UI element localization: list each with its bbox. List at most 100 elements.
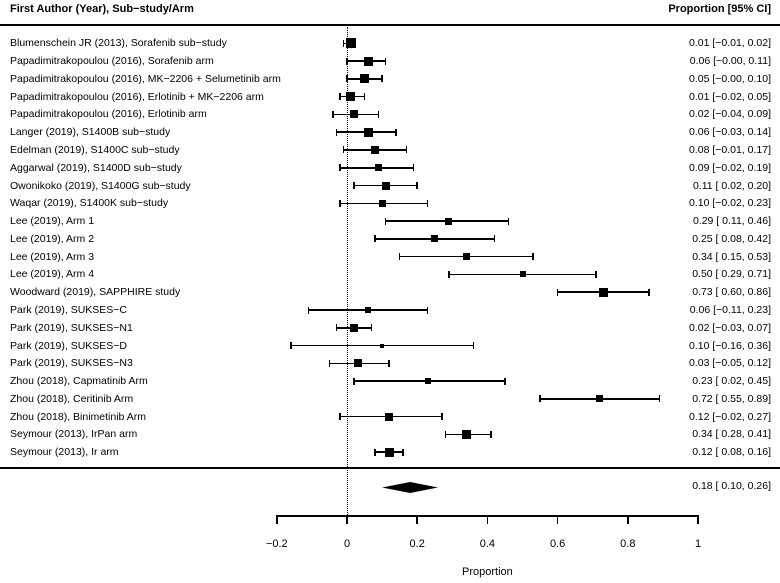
study-row: Seymour (2013), IrPan arm 0.34 [ 0.28, 0.… — [0, 425, 780, 443]
ci-cap — [388, 359, 390, 367]
study-estimate: 0.02 [−0.04, 0.09] — [688, 108, 771, 121]
study-label: Woodward (2019), SAPPHIRE study — [10, 286, 181, 299]
point-estimate-marker — [596, 395, 604, 403]
study-estimate: 0.09 [−0.02, 0.19] — [688, 161, 771, 174]
study-estimate: 0.06 [−0.00, 0.11] — [689, 55, 771, 68]
study-estimate: 0.05 [−0.00, 0.10] — [688, 72, 771, 85]
x-axis-tick-label: −0.2 — [265, 538, 288, 550]
point-estimate-marker — [363, 127, 373, 137]
study-label: Papadimitrakopoulou (2016), Erlotinib + … — [10, 90, 264, 103]
point-estimate-marker — [353, 359, 362, 368]
study-label: Aggarwal (2019), S1400D sub−study — [10, 161, 182, 174]
study-estimate: 0.01 [−0.02, 0.05] — [688, 90, 771, 103]
study-row: Park (2019), SUKSES−N1 0.02 [−0.03, 0.07] — [0, 319, 780, 337]
study-label: Zhou (2018), Capmatinib Arm — [10, 375, 148, 388]
study-estimate: 0.12 [ 0.08, 0.16] — [692, 446, 771, 459]
point-estimate-marker — [345, 38, 356, 49]
ci-cap — [504, 377, 506, 385]
point-estimate-marker — [462, 253, 470, 261]
point-estimate-marker — [384, 447, 394, 457]
study-estimate: 0.06 [−0.03, 0.14] — [688, 126, 771, 139]
study-estimate: 0.01 [−0.01, 0.02] — [688, 37, 771, 50]
point-estimate-marker — [380, 343, 385, 348]
point-estimate-marker — [375, 164, 383, 172]
x-axis-tick — [627, 515, 629, 524]
study-label: Seymour (2013), IrPan arm — [10, 428, 138, 441]
x-axis-tick — [416, 515, 418, 524]
study-estimate: 0.25 [ 0.08, 0.42] — [692, 232, 771, 245]
ci-cap — [363, 93, 366, 101]
study-row: Zhou (2018), Capmatinib Arm 0.23 [ 0.02, … — [0, 372, 780, 390]
ci-cap — [539, 395, 541, 403]
ci-cap — [444, 430, 447, 438]
point-estimate-marker — [445, 217, 453, 225]
ci-cap — [381, 75, 383, 83]
x-axis-tick-label: 0.6 — [549, 538, 566, 550]
point-estimate-marker — [598, 287, 608, 297]
ci-cap — [353, 377, 355, 385]
study-estimate: 0.12 [−0.02, 0.27] — [688, 410, 771, 423]
ci-cap — [342, 146, 345, 154]
x-axis-tick-label: 0.8 — [620, 538, 636, 550]
column-header-study: First Author (Year), Sub−study/Arm — [10, 3, 194, 15]
study-estimate: 0.34 [ 0.28, 0.41] — [692, 428, 771, 441]
point-estimate-marker — [461, 429, 471, 439]
summary-diamond — [382, 481, 439, 493]
study-label: Waqar (2019), S1400K sub−study — [10, 197, 169, 210]
study-row: Waqar (2019), S1400K sub−study 0.10 [−0.0… — [0, 194, 780, 212]
point-estimate-marker — [360, 74, 370, 84]
ci-cap — [377, 110, 380, 118]
study-row: Park (2019), SUKSES−C 0.06 [−0.11, 0.23] — [0, 301, 780, 319]
study-row: Woodward (2019), SAPPHIRE study 0.73 [ 0.… — [0, 283, 780, 301]
ci-cap — [426, 199, 429, 207]
study-row: Langer (2019), S1400B sub−study 0.06 [−0.… — [0, 123, 780, 141]
x-axis-tick-label: 0.4 — [479, 538, 496, 550]
study-label: Owonikoko (2019), S1400G sub−study — [10, 179, 191, 192]
ci-cap — [384, 57, 387, 65]
study-label: Edelman (2019), S1400C sub−study — [10, 143, 180, 156]
study-estimate: 0.34 [ 0.15, 0.53] — [692, 250, 771, 263]
ci-cap — [339, 199, 341, 207]
ci-cap — [335, 128, 338, 136]
zero-reference-line — [346, 27, 348, 515]
ci-cap — [339, 164, 341, 172]
study-row: Papadimitrakopoulou (2016), Erlotinib + … — [0, 88, 780, 106]
x-axis-title: Proportion — [462, 566, 513, 578]
point-estimate-marker — [350, 110, 359, 119]
point-estimate-marker — [350, 323, 359, 332]
study-row: Lee (2019), Arm 2 0.25 [ 0.08, 0.42] — [0, 230, 780, 248]
study-label: Langer (2019), S1400B sub−study — [10, 126, 171, 139]
study-row: Aggarwal (2019), S1400D sub−study 0.09 [−… — [0, 159, 780, 177]
column-header-estimate: Proportion [95% CI] — [668, 3, 771, 15]
study-label: Papadimitrakopoulou (2016), MK−2206 + Se… — [10, 72, 281, 85]
study-row: Papadimitrakopoulou (2016), Erlotinib ar… — [0, 105, 780, 123]
summary-separator-rule — [0, 467, 780, 469]
point-estimate-marker — [381, 181, 390, 190]
ci-cap — [402, 448, 404, 456]
point-estimate-marker — [519, 271, 526, 278]
ci-cap — [374, 448, 376, 456]
point-estimate-marker — [365, 307, 372, 313]
study-row: Park (2019), SUKSES−D 0.10 [−0.16, 0.36] — [0, 337, 780, 355]
ci-cap — [472, 342, 475, 350]
study-row: Seymour (2013), Ir arm 0.12 [ 0.08, 0.16] — [0, 443, 780, 461]
ci-cap — [398, 253, 401, 261]
ci-cap — [556, 288, 559, 296]
study-estimate: 0.11 [ 0.02, 0.20] — [692, 179, 771, 192]
study-row: Papadimitrakopoulou (2016), Sorafenib ar… — [0, 52, 780, 70]
ci-cap — [307, 306, 310, 314]
point-estimate-marker — [371, 145, 380, 154]
point-estimate-marker — [346, 92, 355, 102]
ci-cap — [416, 182, 418, 190]
ci-cap — [339, 413, 341, 421]
ci-cap — [328, 359, 331, 367]
ci-cap — [384, 217, 387, 225]
x-axis-tick — [556, 515, 559, 524]
study-label: Papadimitrakopoulou (2016), Sorafenib ar… — [10, 55, 214, 68]
point-estimate-marker — [424, 378, 431, 385]
study-label: Seymour (2013), Ir arm — [10, 446, 119, 459]
study-label: Papadimitrakopoulou (2016), Erlotinib ar… — [10, 108, 207, 121]
ci-cap — [342, 39, 345, 47]
x-axis-tick — [346, 515, 348, 524]
